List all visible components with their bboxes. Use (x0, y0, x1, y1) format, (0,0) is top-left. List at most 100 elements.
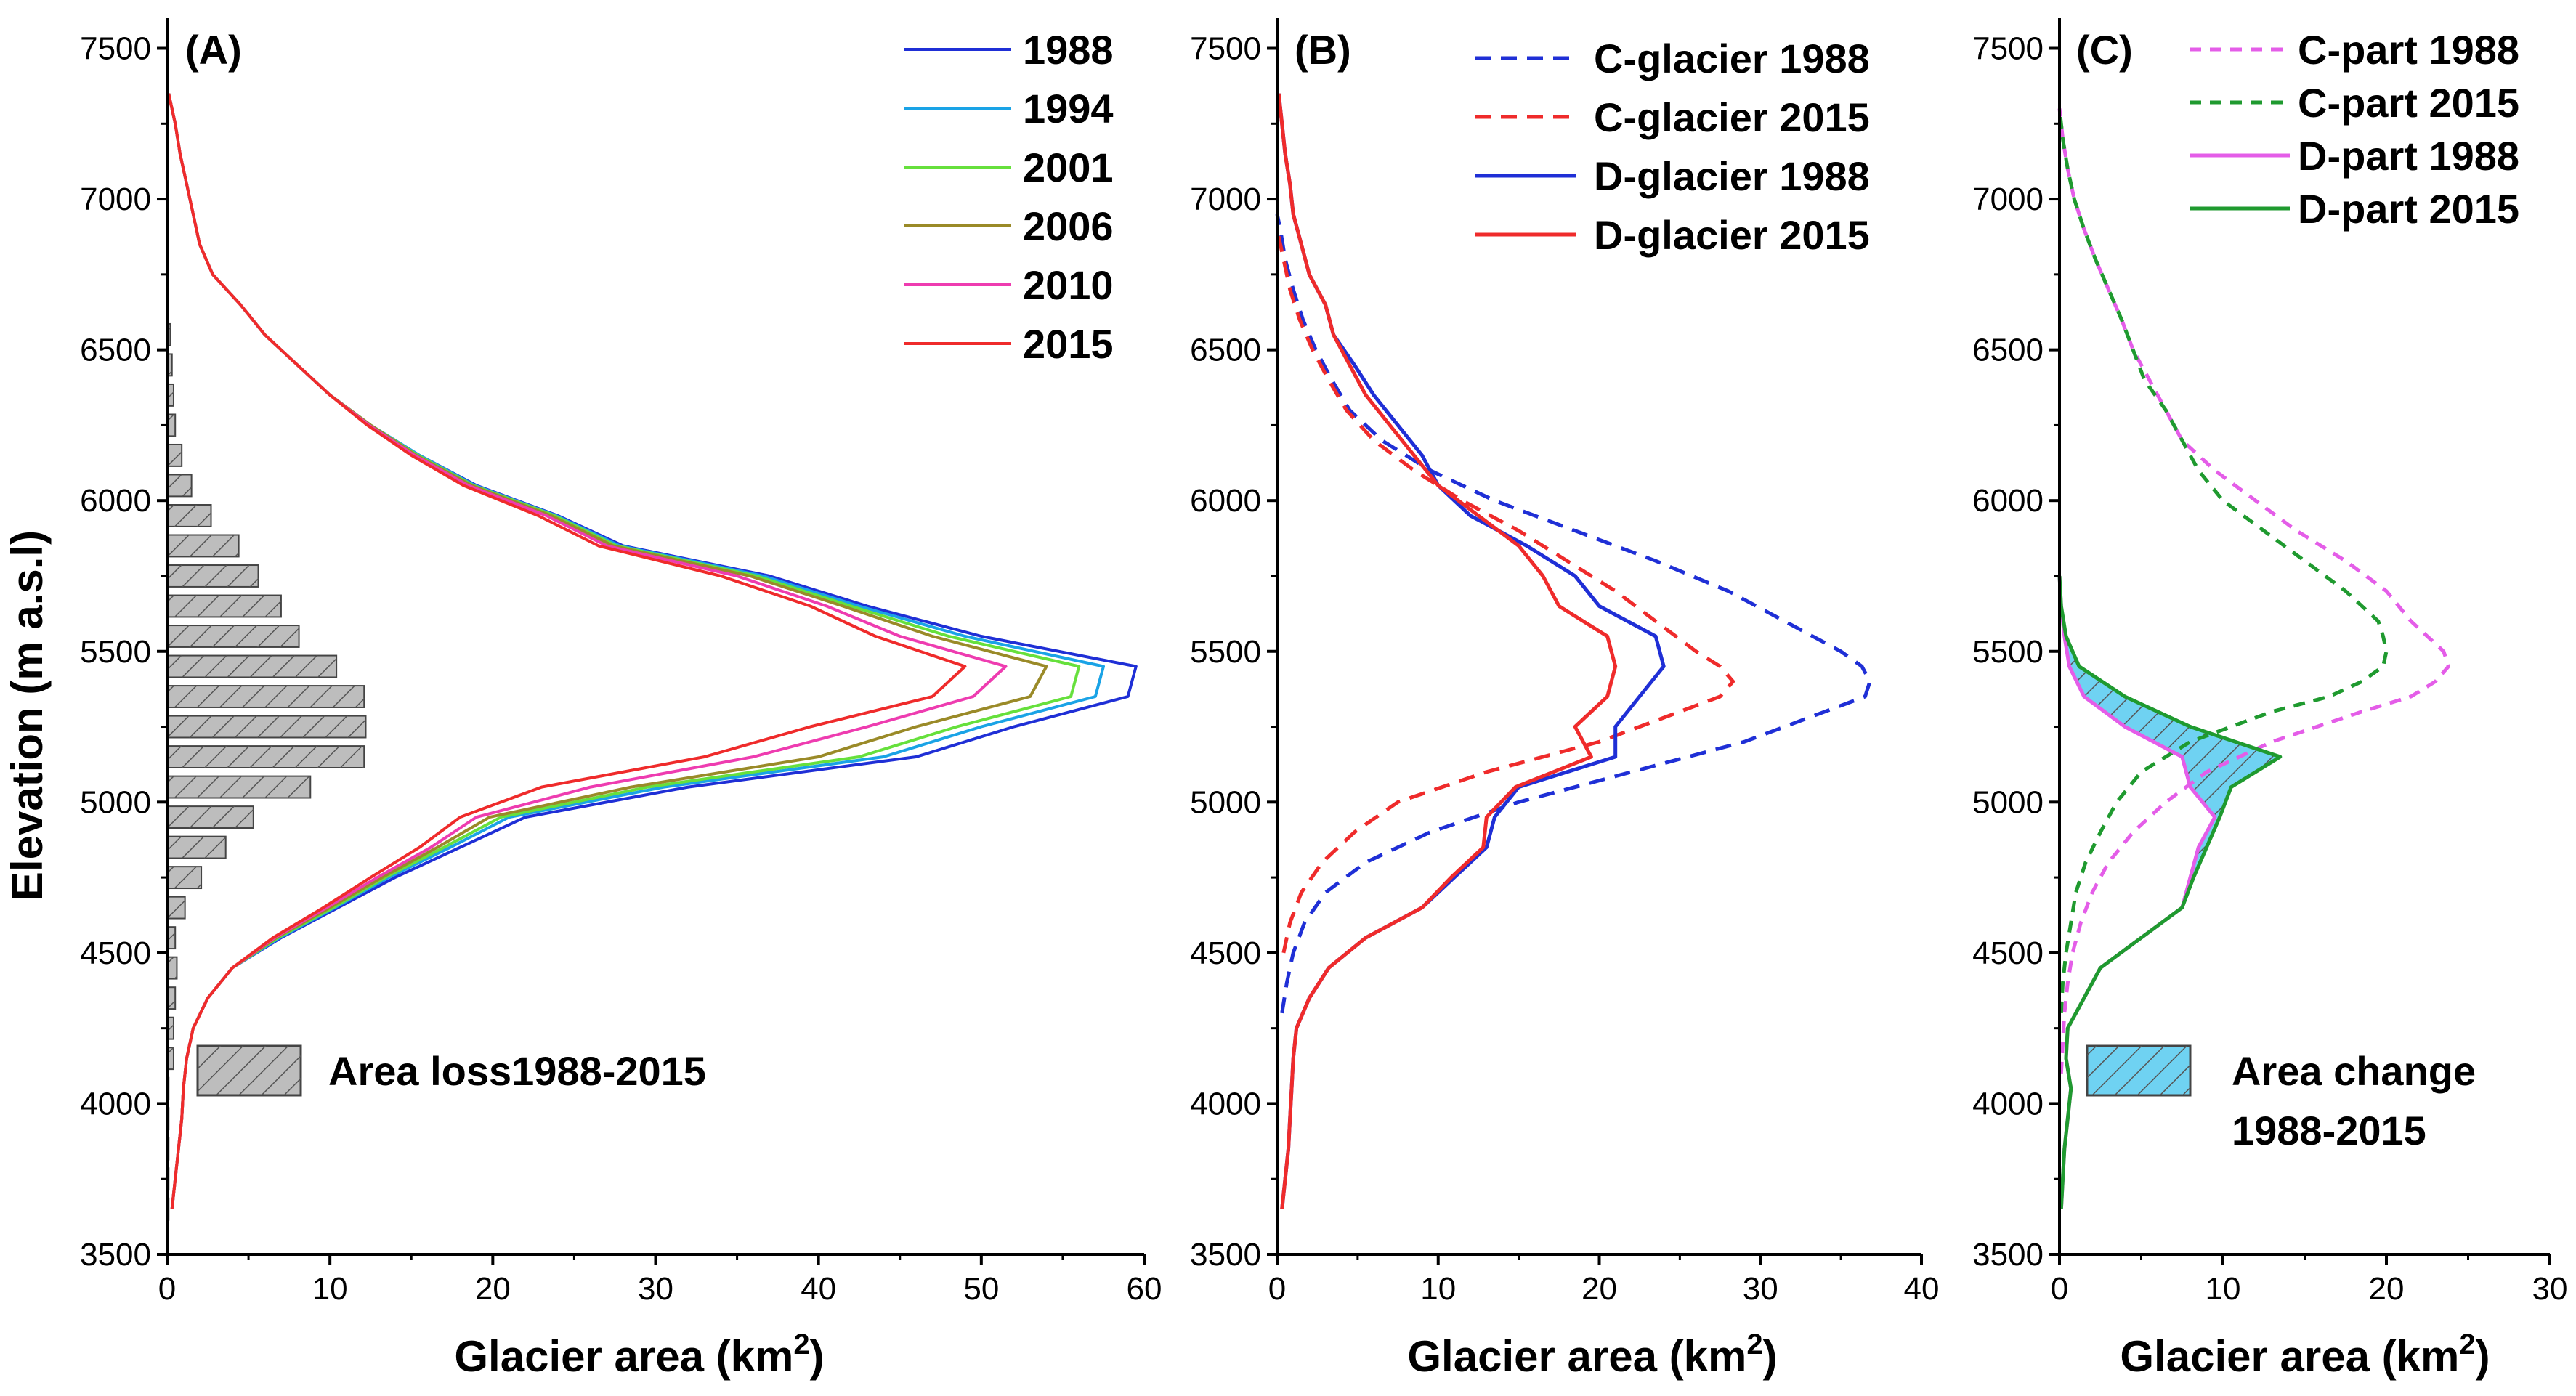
line-2001 (167, 93, 1081, 1209)
line-d-glacier-2015 (1276, 93, 1618, 1209)
y-tick-label: 4500 (1972, 936, 2044, 971)
area-loss-bar-hatch (167, 535, 239, 557)
x-tick-label: 10 (1420, 1271, 1456, 1307)
area-loss-bar-hatch (167, 957, 177, 979)
x-tick-label: 0 (1268, 1271, 1286, 1307)
area-change-label-2: 1988-2015 (2232, 1108, 2426, 1153)
y-tick-label: 6000 (1972, 483, 2044, 519)
area-loss-bar-hatch (167, 565, 259, 587)
x-tick-label: 30 (638, 1271, 673, 1307)
area-loss-bar-hatch (167, 836, 226, 859)
y-tick-label: 7000 (1972, 182, 2044, 217)
x-tick-label: 20 (2369, 1271, 2405, 1307)
line-d-glacier-1988 (1276, 93, 1666, 1209)
line-c-part-1988 (2057, 108, 2450, 1074)
legend-label-d-glacier-2015: D-glacier 2015 (1594, 212, 1870, 258)
area-loss-bar-hatch (167, 625, 299, 647)
legend-label-c-part-2015: C-part 2015 (2298, 80, 2519, 126)
panel-c-legend: C-part 1988 C-part 2015 D-part 1988 D-part … (2190, 27, 2519, 232)
y-tick-label: 6500 (1972, 333, 2044, 368)
legend-label-2001: 2001 (1023, 145, 1114, 190)
y-tick-label: 4000 (1972, 1086, 2044, 1121)
y-tick-label: 3500 (1972, 1237, 2044, 1273)
area-change-label-1: Area change (2232, 1048, 2476, 1094)
panel-c-lines (2057, 108, 2450, 1209)
area-loss-bar-hatch (167, 323, 171, 346)
line-c-part-2015 (2057, 108, 2389, 1014)
x-tick-label: 0 (158, 1271, 176, 1307)
y-tick-label: 5000 (1190, 784, 1261, 820)
x-tick-label: 10 (2206, 1271, 2241, 1307)
area-loss-bar-hatch (167, 354, 172, 376)
y-axis-label: Elevation (m a.s.l) (3, 530, 52, 901)
y-tick-label: 7500 (1190, 31, 1261, 67)
line-d-part-2015 (2057, 575, 2283, 1209)
legend-label-c-glacier-1988: C-glacier 1988 (1594, 36, 1870, 81)
x-tick-label: 10 (312, 1271, 348, 1307)
y-tick-label: 7000 (1190, 182, 1261, 217)
y-tick-label: 6500 (80, 333, 151, 368)
y-tick-label: 4000 (1190, 1086, 1261, 1121)
area-loss-bar-hatch (167, 806, 254, 829)
area-loss-bar-hatch (167, 896, 185, 919)
y-tick-label: 4500 (1190, 936, 1261, 971)
y-tick-label: 4000 (80, 1086, 151, 1121)
panel-b-legend: C-glacier 1988 C-glacier 2015 D-glacier 19… (1475, 36, 1870, 258)
area-loss-bar-hatch (167, 595, 281, 617)
x-tick-label: 20 (475, 1271, 511, 1307)
y-tick-label: 4500 (80, 936, 151, 971)
area-loss-bar-hatch (167, 474, 192, 497)
legend-label-2010: 2010 (1023, 262, 1114, 308)
x-tick-label: 20 (1581, 1271, 1617, 1307)
x-axis-label-b: Glacier area (km2) (1407, 1328, 1777, 1381)
y-tick-label: 6000 (1190, 483, 1261, 519)
y-tick-label: 5000 (80, 784, 151, 820)
x-tick-label: 30 (2532, 1271, 2568, 1307)
panel-b-label: (B) (1295, 27, 1351, 73)
panel-c-label: (C) (2076, 27, 2133, 73)
y-tick-label: 5500 (1972, 634, 2044, 670)
x-tick-label: 50 (963, 1271, 999, 1307)
area-loss-bar-hatch (167, 867, 202, 889)
area-loss-bar-hatch (167, 655, 337, 678)
panel-a-axes: 3500 4000 4500 5000 5500 6000 6500 7000 7500 0 10 2… (80, 18, 1162, 1307)
area-loss-bar-hatch (167, 1047, 174, 1070)
area-change-swatch-hatch (2087, 1046, 2190, 1095)
panel-c: 3500 4000 4500 5000 5500 6000 6500 7000 7500 0 10 2… (1972, 18, 2567, 1307)
y-tick-label: 7500 (80, 31, 151, 67)
legend-label-d-glacier-1988: D-glacier 1988 (1594, 153, 1870, 199)
panel-a-lines (167, 93, 1138, 1209)
area-loss-bar-hatch (167, 414, 176, 437)
area-loss-bar-hatch (167, 927, 176, 949)
x-axis-label-c: Glacier area (km2) (2120, 1328, 2490, 1381)
legend-label-d-part-1988: D-part 1988 (2298, 133, 2519, 179)
area-loss-bar-hatch (167, 686, 365, 707)
legend-label-2015: 2015 (1023, 321, 1114, 367)
x-tick-label: 30 (1743, 1271, 1778, 1307)
y-tick-label: 5500 (1190, 634, 1261, 670)
panel-a-legend: 1988 1994 2001 2006 2010 2015 (904, 27, 1114, 367)
area-loss-bar-hatch (167, 776, 311, 798)
legend-label-c-part-1988: C-part 1988 (2298, 27, 2519, 73)
area-loss-bar-hatch (167, 1017, 174, 1039)
x-tick-label: 40 (1904, 1271, 1940, 1307)
y-tick-label: 5000 (1972, 784, 2044, 820)
y-tick-label: 3500 (1190, 1237, 1261, 1273)
x-axis-label-a: Glacier area (km2) (454, 1328, 824, 1381)
y-tick-label: 7500 (1972, 31, 2044, 67)
area-loss-swatch-hatch (198, 1046, 301, 1095)
y-tick-label: 3500 (80, 1237, 151, 1273)
legend-label-c-glacier-2015: C-glacier 2015 (1594, 94, 1870, 140)
area-loss-bar-hatch (167, 444, 182, 466)
x-tick-label: 40 (801, 1271, 836, 1307)
area-loss-bar-hatch (167, 746, 365, 768)
panel-b: 3500 4000 4500 5000 5500 6000 6500 7000 7500 0 10 2… (1190, 18, 1939, 1307)
area-loss-bar-hatch (167, 384, 174, 406)
y-tick-label: 6000 (80, 483, 151, 519)
line-c-glacier-2015 (1275, 229, 1735, 954)
panel-a: 3500 4000 4500 5000 5500 6000 6500 7000 7500 0 10 2… (80, 18, 1162, 1307)
line-2006 (167, 93, 1048, 1209)
y-tick-label: 5500 (80, 634, 151, 670)
